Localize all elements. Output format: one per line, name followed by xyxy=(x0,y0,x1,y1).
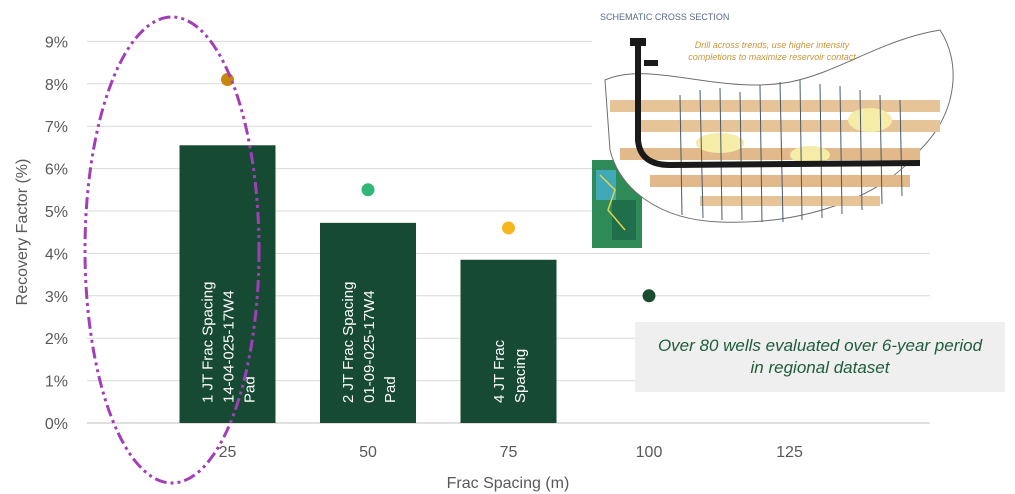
x-tick-label: 50 xyxy=(359,444,377,461)
y-tick-label: 1% xyxy=(45,374,68,391)
x-tick-label: 75 xyxy=(500,444,518,461)
y-tick-label: 7% xyxy=(45,119,68,136)
data-point xyxy=(502,221,515,235)
bar xyxy=(320,222,416,423)
inset-caption: SCHEMATIC CROSS SECTION xyxy=(600,12,729,22)
x-tick-label: 25 xyxy=(219,444,237,461)
x-tick-label: 125 xyxy=(776,444,803,461)
bar-label: 1 JT Frac Spacing xyxy=(200,282,217,403)
highlight-ellipse xyxy=(83,15,261,485)
y-tick-label: 3% xyxy=(45,289,68,306)
x-axis-title: Frac Spacing (m) xyxy=(447,475,570,492)
y-axis-ticks: 0% 1% 2% 3% 4% 5% 6% 7% 8% 9% xyxy=(45,34,68,433)
bar-label: 01-09-025-17W4 xyxy=(361,290,378,403)
bar-label: Spacing xyxy=(512,349,529,403)
data-point xyxy=(642,289,656,303)
bar-label: 14-04-025-17W4 xyxy=(221,290,238,403)
y-tick-label: 0% xyxy=(45,416,68,433)
annotation-text: Over 80 wells evaluated over 6-year peri… xyxy=(657,336,983,377)
x-axis-ticks: 25 50 75 100 125 xyxy=(219,444,803,461)
schematic-cross-section-image: SCHEMATIC CROSS SECTION Drill across tre… xyxy=(592,6,958,250)
bar-label: Pad xyxy=(242,376,259,403)
y-tick-label: 6% xyxy=(45,162,68,179)
inset-note-line-2: completions to maximize reservoir contac… xyxy=(688,52,856,62)
bar-label: Pad xyxy=(382,376,399,403)
y-tick-label: 8% xyxy=(45,77,68,94)
bar-label: 4 JT Frac xyxy=(491,339,508,403)
y-tick-label: 2% xyxy=(45,331,68,348)
annotation-box: Over 80 wells evaluated over 6-year peri… xyxy=(635,322,1005,392)
y-tick-label: 4% xyxy=(45,246,68,263)
bar-label: 2 JT Frac Spacing xyxy=(340,282,357,403)
y-tick-label: 5% xyxy=(45,204,68,221)
data-point xyxy=(361,183,375,197)
points xyxy=(221,73,656,303)
bar xyxy=(460,259,557,423)
y-axis-title: Recovery Factor (%) xyxy=(14,159,31,306)
y-tick-label: 9% xyxy=(45,34,68,51)
x-tick-label: 100 xyxy=(636,444,663,461)
inset-note-line-1: Drill across trends, use higher intensit… xyxy=(695,40,850,50)
